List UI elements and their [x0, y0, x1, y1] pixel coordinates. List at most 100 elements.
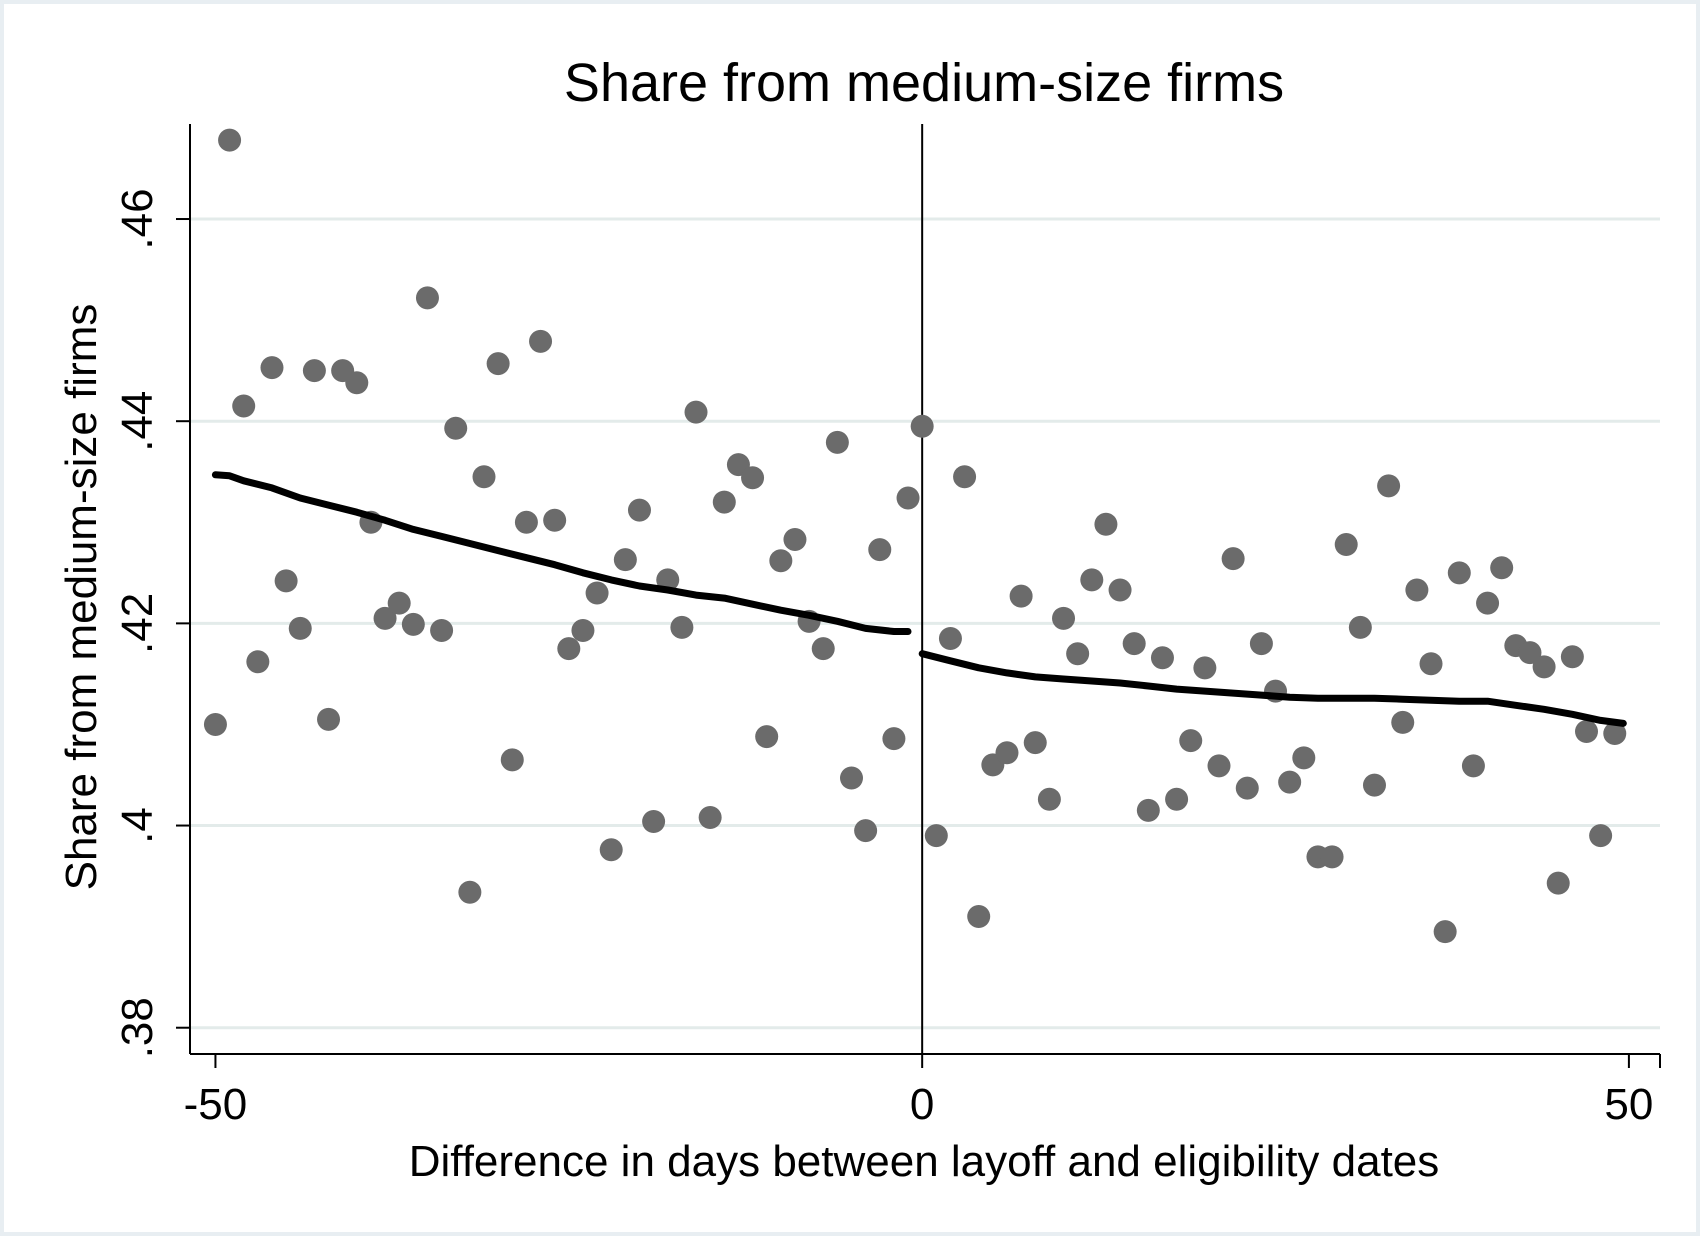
scatter-point [203, 712, 227, 736]
fit-line-right [918, 650, 1627, 727]
chart-title: Share from medium-size firms [564, 53, 1284, 113]
scatter-point [896, 486, 920, 510]
scatter-point [1235, 776, 1259, 800]
scatter-point [1560, 645, 1584, 669]
scatter-point [401, 612, 425, 636]
scatter-point [500, 748, 524, 772]
scatter-point [1476, 591, 1500, 615]
x-tick-label: 50 [1604, 1080, 1653, 1129]
y-tick-label: .38 [113, 997, 162, 1058]
scatter-point [1546, 871, 1570, 895]
scatter-point [1165, 787, 1189, 811]
scatter-point [373, 606, 397, 630]
scatter-point [783, 527, 807, 551]
scatter-point [1207, 754, 1231, 778]
y-tick-label: .44 [113, 391, 162, 452]
scatter-point [1490, 556, 1514, 580]
x-tick-label: 0 [910, 1080, 934, 1129]
scatter-point [1532, 655, 1556, 679]
y-axis-label: Share from medium-size firms [57, 304, 106, 891]
scatter-point [1391, 710, 1415, 734]
scatter-point [288, 616, 312, 640]
scatter-point [613, 548, 637, 572]
scatter-point [415, 286, 439, 310]
scatter-point [302, 359, 326, 383]
scatter-point [1348, 615, 1372, 639]
scatter-point [924, 824, 948, 848]
scatter-point [345, 371, 369, 395]
scatter-point [317, 707, 341, 731]
scatter-point [260, 356, 284, 380]
scatter-point [741, 466, 765, 490]
scatter-point [712, 490, 736, 514]
scatter-point [995, 741, 1019, 765]
scatter-point [769, 549, 793, 573]
scatter-point [274, 569, 298, 593]
x-axis-label: Difference in days between layoff and el… [409, 1137, 1440, 1186]
scatter-point [514, 510, 538, 534]
scatter-point [938, 627, 962, 651]
scatter-point [1320, 845, 1344, 869]
scatter-point [1108, 578, 1132, 602]
scatter-point [967, 905, 991, 929]
scatter-point [698, 805, 722, 829]
scatter-point [1150, 646, 1174, 670]
scatter-point [1589, 824, 1613, 848]
y-tick-label: .46 [113, 188, 162, 249]
scatter-point [599, 838, 623, 862]
scatter-point [854, 819, 878, 843]
scatter-point [1080, 568, 1104, 592]
scatter-point [585, 581, 609, 605]
scatter-point [1023, 731, 1047, 755]
points-layer [203, 128, 1627, 944]
scatter-point [1377, 474, 1401, 498]
x-tick-label: -50 [184, 1080, 248, 1129]
scatter-point [868, 538, 892, 562]
scatter-point [430, 618, 454, 642]
scatter-point [458, 880, 482, 904]
scatter-point [571, 618, 595, 642]
scatter-point [444, 416, 468, 440]
scatter-point [557, 637, 581, 661]
scatter-point [1249, 632, 1273, 656]
scatter-point [1122, 632, 1146, 656]
scatter-point [232, 394, 256, 418]
scatter-point [755, 725, 779, 749]
scatter-point [486, 352, 510, 376]
scatter-point [246, 650, 270, 674]
scatter-point [1419, 652, 1443, 676]
scatter-point [910, 414, 934, 438]
scatter-point [1518, 641, 1542, 665]
scatter-point [472, 465, 496, 489]
scatter-point [1447, 561, 1471, 585]
scatter-point [1575, 720, 1598, 744]
scatter-point [627, 498, 651, 522]
scatter-point [1179, 729, 1203, 753]
axes-layer [189, 124, 1661, 1068]
y-tick-label: .42 [113, 593, 162, 654]
scatter-point [1221, 547, 1245, 571]
scatter-point [1037, 787, 1061, 811]
scatter-point [1278, 770, 1302, 794]
scatter-point [1405, 578, 1429, 602]
scatter-point [1066, 642, 1090, 666]
scatter-point [1193, 656, 1217, 680]
scatter-point [1136, 798, 1160, 822]
scatter-point [1603, 722, 1627, 746]
scatter-point [1094, 512, 1118, 536]
scatter-point [684, 400, 708, 424]
scatter-point [387, 591, 411, 615]
scatter-point [543, 508, 567, 532]
scatter-point [825, 430, 849, 454]
scatter-point [882, 727, 906, 751]
scatter-point [529, 329, 553, 353]
scatter-point [953, 465, 977, 489]
scatter-point [1052, 606, 1076, 630]
scatter-point [642, 810, 666, 833]
scatter-point [840, 766, 863, 790]
y-tick-label: .4 [113, 807, 162, 844]
fit-line-layer [211, 471, 1627, 727]
scatter-point [1461, 754, 1485, 778]
scatter-point [1009, 584, 1033, 608]
